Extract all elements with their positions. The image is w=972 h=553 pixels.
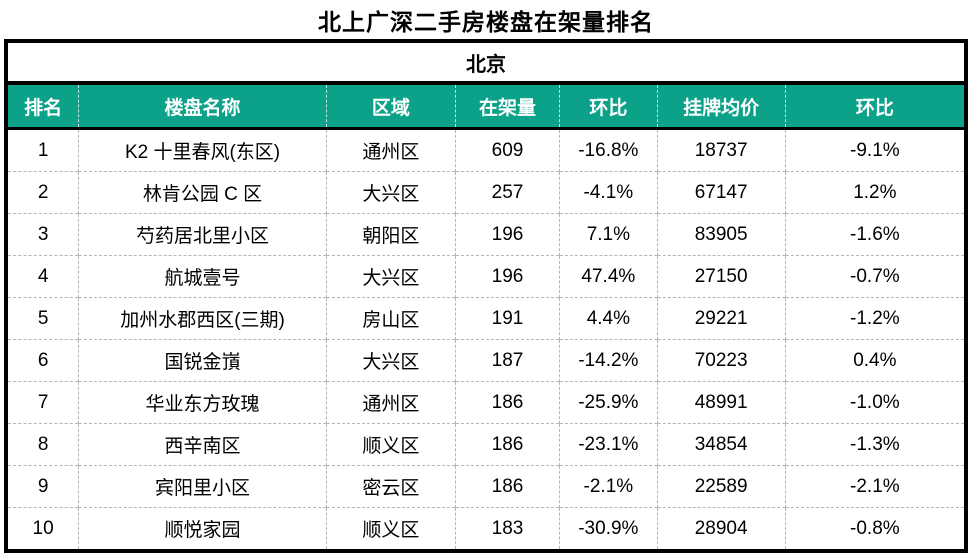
listings-cell: 191 bbox=[454, 297, 560, 340]
price-mom-cell: 1.2% bbox=[784, 171, 964, 214]
rank-cell: 6 bbox=[8, 339, 79, 382]
mom-cell: -16.8% bbox=[559, 128, 658, 172]
mom-cell: -2.1% bbox=[559, 465, 658, 508]
name-cell: 西辛南区 bbox=[78, 423, 327, 466]
price-cell: 67147 bbox=[656, 171, 786, 214]
rank-cell: 8 bbox=[8, 423, 79, 466]
price-cell: 27150 bbox=[656, 255, 786, 298]
price-cell: 29221 bbox=[656, 297, 786, 340]
listings-cell: 186 bbox=[454, 465, 560, 508]
name-cell: 林肯公园 C 区 bbox=[78, 171, 327, 214]
column-header-price-mom: 环比 bbox=[784, 83, 964, 130]
table-row: 2 林肯公园 C 区 大兴区 257 -4.1% 67147 1.2% bbox=[8, 171, 964, 214]
district-cell: 大兴区 bbox=[325, 255, 456, 298]
table-row: 4 航城壹号 大兴区 196 47.4% 27150 -0.7% bbox=[8, 255, 964, 298]
column-header-rank: 排名 bbox=[8, 83, 79, 130]
rank-cell: 10 bbox=[8, 507, 79, 549]
listings-cell: 187 bbox=[454, 339, 560, 382]
district-cell: 朝阳区 bbox=[325, 213, 456, 256]
city-row: 北京 bbox=[8, 43, 964, 85]
listings-cell: 183 bbox=[454, 507, 560, 549]
name-cell: 芍药居北里小区 bbox=[78, 213, 327, 256]
price-cell: 22589 bbox=[656, 465, 786, 508]
price-cell: 28904 bbox=[656, 507, 786, 549]
price-mom-cell: -1.6% bbox=[784, 213, 964, 256]
mom-cell: -4.1% bbox=[559, 171, 658, 214]
mom-cell: 47.4% bbox=[559, 255, 658, 298]
table-row: 9 宾阳里小区 密云区 186 -2.1% 22589 -2.1% bbox=[8, 465, 964, 508]
table-row: 8 西辛南区 顺义区 186 -23.1% 34854 -1.3% bbox=[8, 423, 964, 466]
listings-cell: 257 bbox=[454, 171, 560, 214]
listings-cell: 186 bbox=[454, 381, 560, 424]
district-cell: 通州区 bbox=[325, 128, 456, 172]
ranking-table-frame: 北京 排名 楼盘名称 区域 在架量 环比 挂牌均价 环比 1 K2 十里春风(东… bbox=[4, 39, 968, 553]
district-cell: 密云区 bbox=[325, 465, 456, 508]
table-row: 5 加州水郡西区(三期) 房山区 191 4.4% 29221 -1.2% bbox=[8, 297, 964, 340]
column-header-price: 挂牌均价 bbox=[656, 83, 786, 130]
table-row: 7 华业东方玫瑰 通州区 186 -25.9% 48991 -1.0% bbox=[8, 381, 964, 424]
district-cell: 大兴区 bbox=[325, 339, 456, 382]
price-mom-cell: -0.7% bbox=[784, 255, 964, 298]
column-header-district: 区域 bbox=[325, 83, 456, 130]
name-cell: 宾阳里小区 bbox=[78, 465, 327, 508]
district-cell: 大兴区 bbox=[325, 171, 456, 214]
chart-title: 北上广深二手房楼盘在架量排名 bbox=[318, 8, 654, 35]
rank-cell: 5 bbox=[8, 297, 79, 340]
column-header-name: 楼盘名称 bbox=[78, 83, 327, 130]
price-mom-cell: -1.2% bbox=[784, 297, 964, 340]
district-cell: 顺义区 bbox=[325, 507, 456, 549]
column-header-row: 排名 楼盘名称 区域 在架量 环比 挂牌均价 环比 bbox=[8, 83, 964, 130]
district-cell: 房山区 bbox=[325, 297, 456, 340]
price-cell: 83905 bbox=[656, 213, 786, 256]
price-cell: 34854 bbox=[656, 423, 786, 466]
listings-cell: 186 bbox=[454, 423, 560, 466]
price-mom-cell: -0.8% bbox=[784, 507, 964, 549]
mom-cell: 4.4% bbox=[559, 297, 658, 340]
ranking-table: 北京 排名 楼盘名称 区域 在架量 环比 挂牌均价 环比 1 K2 十里春风(东… bbox=[8, 43, 964, 549]
price-cell: 18737 bbox=[656, 128, 786, 172]
column-header-listings: 在架量 bbox=[454, 83, 560, 130]
name-cell: 顺悦家园 bbox=[78, 507, 327, 549]
listings-cell: 196 bbox=[454, 213, 560, 256]
rank-cell: 9 bbox=[8, 465, 79, 508]
price-mom-cell: -1.0% bbox=[784, 381, 964, 424]
rank-cell: 3 bbox=[8, 213, 79, 256]
mom-cell: -23.1% bbox=[559, 423, 658, 466]
table-row: 10 顺悦家园 顺义区 183 -30.9% 28904 -0.8% bbox=[8, 507, 964, 549]
district-cell: 通州区 bbox=[325, 381, 456, 424]
table-row: 6 国锐金嵿 大兴区 187 -14.2% 70223 0.4% bbox=[8, 339, 964, 382]
rank-cell: 4 bbox=[8, 255, 79, 298]
price-cell: 48991 bbox=[656, 381, 786, 424]
mom-cell: 7.1% bbox=[559, 213, 658, 256]
table-row: 1 K2 十里春风(东区) 通州区 609 -16.8% 18737 -9.1% bbox=[8, 128, 964, 172]
name-cell: 国锐金嵿 bbox=[78, 339, 327, 382]
price-mom-cell: -9.1% bbox=[784, 128, 964, 172]
rank-cell: 2 bbox=[8, 171, 79, 214]
mom-cell: -25.9% bbox=[559, 381, 658, 424]
rank-cell: 1 bbox=[8, 128, 79, 172]
name-cell: 华业东方玫瑰 bbox=[78, 381, 327, 424]
listings-cell: 609 bbox=[454, 128, 560, 172]
name-cell: 航城壹号 bbox=[78, 255, 327, 298]
mom-cell: -30.9% bbox=[559, 507, 658, 549]
name-cell: K2 十里春风(东区) bbox=[78, 128, 327, 172]
mom-cell: -14.2% bbox=[559, 339, 658, 382]
price-cell: 70223 bbox=[656, 339, 786, 382]
column-header-mom: 环比 bbox=[559, 83, 658, 130]
table-row: 3 芍药居北里小区 朝阳区 196 7.1% 83905 -1.6% bbox=[8, 213, 964, 256]
district-cell: 顺义区 bbox=[325, 423, 456, 466]
price-mom-cell: -1.3% bbox=[784, 423, 964, 466]
city-header: 北京 bbox=[8, 43, 964, 85]
price-mom-cell: 0.4% bbox=[784, 339, 964, 382]
price-mom-cell: -2.1% bbox=[784, 465, 964, 508]
page: 北上广深二手房楼盘在架量排名 北京 排名 楼盘名称 区域 在架量 环比 挂牌均价… bbox=[4, 8, 968, 553]
rank-cell: 7 bbox=[8, 381, 79, 424]
name-cell: 加州水郡西区(三期) bbox=[78, 297, 327, 340]
listings-cell: 196 bbox=[454, 255, 560, 298]
